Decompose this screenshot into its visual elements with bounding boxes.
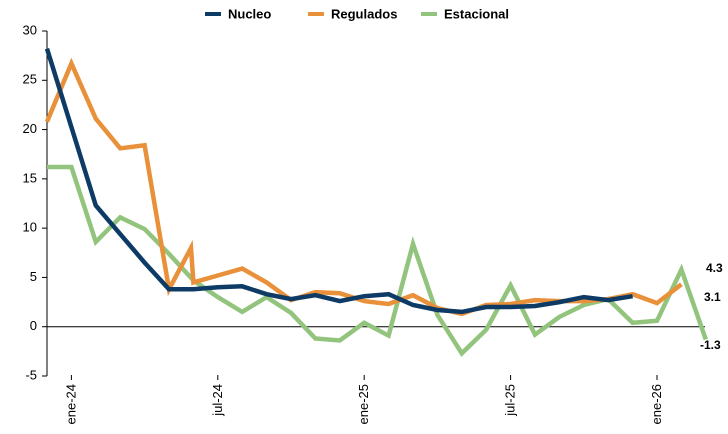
legend: Nucleo Regulados Estacional xyxy=(205,6,509,21)
y-tick-label: 20 xyxy=(23,121,37,136)
end-value-label-nucleo: 3.1 xyxy=(704,290,721,304)
y-tick-label: -5 xyxy=(25,367,37,382)
x-tick-label: jul-25 xyxy=(503,384,518,417)
x-tick-label: ene-26 xyxy=(649,384,664,424)
end-value-label-estacional: -1.3 xyxy=(700,338,721,352)
y-tick-label: 10 xyxy=(23,220,37,235)
x-tick-label: ene-25 xyxy=(356,384,371,424)
y-axis: -5 0 5 10 15 20 25 30 xyxy=(23,22,48,382)
x-tick-label: ene-24 xyxy=(63,384,78,424)
series-line-nucleo xyxy=(44,48,633,315)
legend-label-nucleo: Nucleo xyxy=(228,6,271,21)
y-tick-label: 5 xyxy=(30,269,37,284)
series-layer xyxy=(44,48,708,357)
y-tick-label: 25 xyxy=(23,72,37,87)
y-tick-label: 15 xyxy=(23,170,37,185)
x-tick-label: jul-24 xyxy=(210,384,225,417)
end-value-label-regulados: 4.3 xyxy=(706,261,723,275)
y-tick-label: 30 xyxy=(23,22,37,37)
legend-label-estacional: Estacional xyxy=(444,6,509,21)
legend-label-regulados: Regulados xyxy=(331,6,397,21)
end-labels: 3.1 4.3 -1.3 xyxy=(700,261,723,352)
x-axis: ene-24 jul-24 ene-25 jul-25 ene-26 xyxy=(47,326,705,424)
y-tick-label: 0 xyxy=(30,318,37,333)
series-line-regulados xyxy=(44,57,683,317)
series-line-estacional xyxy=(47,164,708,357)
